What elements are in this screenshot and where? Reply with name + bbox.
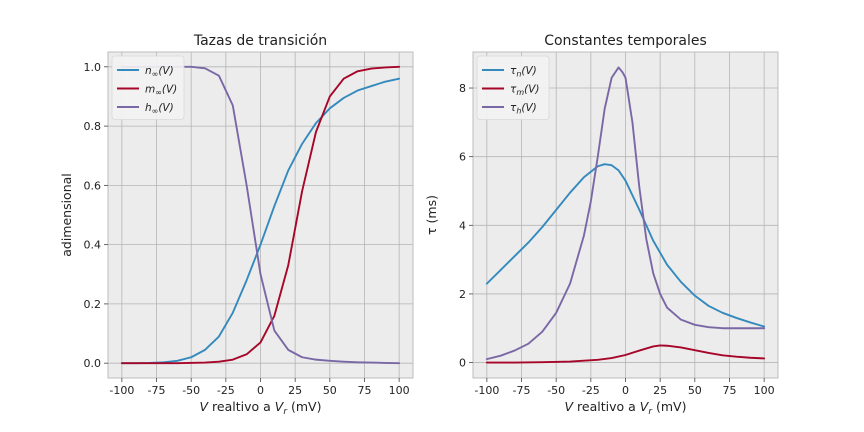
legend-entry-n: n∞(V) xyxy=(145,65,174,79)
x-axis-label: V realtivo a Vr (mV) xyxy=(200,399,322,417)
legend-entry-m: τm(V) xyxy=(510,84,540,98)
x-tick-label: 0 xyxy=(622,384,629,397)
x-tick-label: 75 xyxy=(357,384,371,397)
x-tick-label: -100 xyxy=(474,384,499,397)
x-tick-label: -25 xyxy=(217,384,235,397)
y-tick-label: 8 xyxy=(459,82,466,95)
legend: τn(V) τm(V) τh(V) xyxy=(476,55,550,120)
x-tick-label: 25 xyxy=(653,384,667,397)
y-tick-label: 0.4 xyxy=(84,239,102,252)
series-line-m xyxy=(485,344,766,364)
chart-constantes-temporales: -100 -75 -50 -25 0 25 50 75 100 0 2 4 6 8 Constantes t… xyxy=(424,33,779,417)
x-tick-label: -25 xyxy=(582,384,600,397)
y-axis-label: adimensional xyxy=(59,173,74,257)
y-tick-label: 0.2 xyxy=(84,298,102,311)
x-axis-label: V realtivo a Vr (mV) xyxy=(565,399,687,417)
y-tick-label: 0.6 xyxy=(84,179,102,192)
chart-title: Tazas de transición xyxy=(193,33,327,49)
series-line-m xyxy=(120,65,401,365)
y-tick-label: 6 xyxy=(459,151,466,164)
chart-tazas-de-transicion: -100 -75 -50 -25 0 25 50 75 100 0.0 0.2 0.4 0.6 0.8 1.… xyxy=(59,33,414,417)
x-tick-label: 25 xyxy=(288,384,302,397)
series-line-n xyxy=(120,77,401,365)
legend-box xyxy=(111,55,185,120)
x-tick-label: 50 xyxy=(688,384,702,397)
y-tick-label: 4 xyxy=(459,219,466,232)
legend: n∞(V) m∞(V) h∞(V) xyxy=(111,55,185,120)
x-tick-label: -100 xyxy=(109,384,134,397)
legend-entry-h: h∞(V) xyxy=(145,102,174,116)
legend-entry-h: τh(V) xyxy=(510,102,537,116)
x-tick-label: -50 xyxy=(182,384,200,397)
y-tick-label: 0.0 xyxy=(84,357,102,370)
legend-box xyxy=(476,55,550,120)
x-tick-label: 100 xyxy=(389,384,410,397)
y-tick-label: 0.8 xyxy=(84,120,102,133)
y-tick-label: 2 xyxy=(459,288,466,301)
y-tick-label: 0 xyxy=(459,357,466,370)
series-line-n xyxy=(485,163,766,328)
legend-entry-n: τn(V) xyxy=(510,65,537,79)
chart-title: Constantes temporales xyxy=(544,33,707,49)
x-tick-label: 75 xyxy=(722,384,736,397)
x-tick-label: 0 xyxy=(257,384,264,397)
x-tick-label: -75 xyxy=(513,384,531,397)
x-tick-label: -75 xyxy=(148,384,166,397)
x-tick-label: 100 xyxy=(754,384,775,397)
y-tick-label: 1.0 xyxy=(84,61,102,74)
series-line-h xyxy=(485,66,766,361)
x-tick-label: -50 xyxy=(547,384,565,397)
y-axis-label: τ (ms) xyxy=(424,195,439,235)
legend-entry-m: m∞(V) xyxy=(145,84,177,98)
x-tick-label: 50 xyxy=(323,384,337,397)
